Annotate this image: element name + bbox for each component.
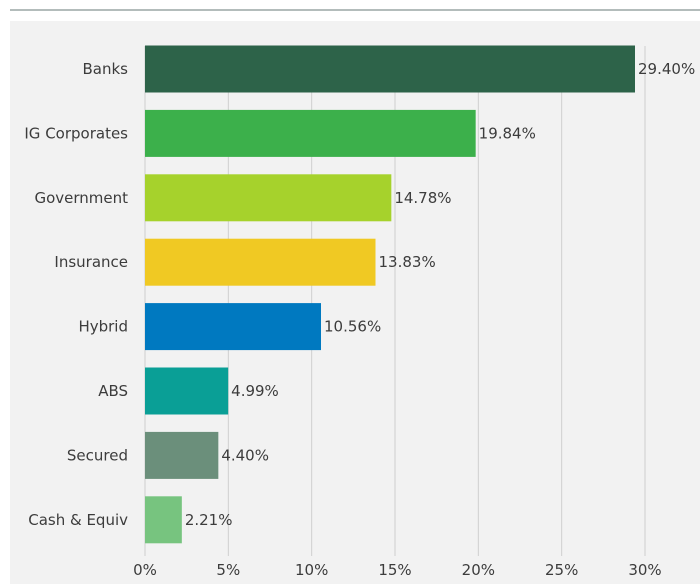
x-tick-label: 15% [378,561,411,579]
value-label: 4.40% [221,446,269,464]
category-label: Government [34,189,128,207]
value-label: 4.99% [231,382,279,400]
bar [145,109,476,157]
category-label: Banks [83,60,129,78]
bar [145,303,321,351]
category-label: ABS [98,382,128,400]
category-label: Secured [67,446,128,464]
category-label: IG Corporates [24,124,128,142]
x-tick-label: 5% [216,561,240,579]
category-labels: Banks IG Corporates Government Insurance Hyb… [24,60,128,529]
value-label: 2.21% [185,511,233,529]
bar [145,431,219,479]
value-label: 29.40% [638,60,695,78]
value-label: 13.83% [379,253,436,271]
value-label: 10.56% [324,318,381,336]
bars [145,45,635,544]
value-label: 14.78% [394,189,451,207]
bar [145,45,635,93]
value-label: 19.84% [479,124,536,142]
top-divider [10,9,700,11]
bar [145,238,376,286]
x-tick-label: 20% [462,561,495,579]
x-tick-label: 10% [295,561,328,579]
bar [145,174,392,222]
x-axis-ticks: 0% 5% 10% 15% 20% 25% 30% [133,561,662,579]
category-label: Hybrid [78,318,128,336]
category-label: Cash & Equiv [28,511,128,529]
x-tick-label: 30% [628,561,661,579]
x-tick-label: 25% [545,561,578,579]
bar [145,367,229,415]
value-labels: 29.40% 19.84% 14.78% 13.83% 10.56% 4.99% 4.40%… [185,60,695,529]
category-label: Insurance [54,253,128,271]
bar [145,496,182,544]
x-tick-label: 0% [133,561,157,579]
